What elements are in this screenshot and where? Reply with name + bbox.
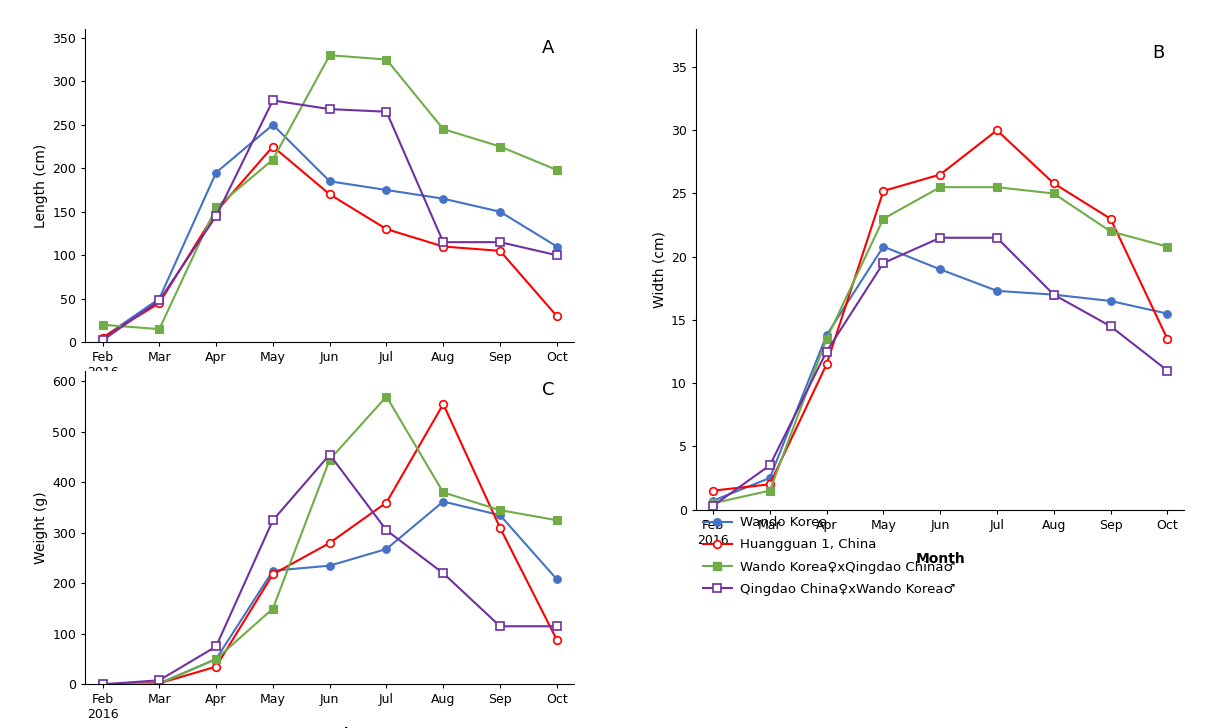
Y-axis label: Length (cm): Length (cm) <box>34 143 49 228</box>
Y-axis label: Weight (g): Weight (g) <box>34 491 49 564</box>
X-axis label: Month: Month <box>916 552 965 566</box>
Text: B: B <box>1153 44 1165 62</box>
Y-axis label: Width (cm): Width (cm) <box>653 231 667 308</box>
Text: C: C <box>542 381 554 399</box>
X-axis label: Month: Month <box>305 727 354 728</box>
Legend: Wando Korea, Huangguan 1, China, Wando Korea♀xQingdao China♂, Qingdao China♀xWan: Wando Korea, Huangguan 1, China, Wando K… <box>702 516 955 596</box>
Text: A: A <box>542 39 554 57</box>
